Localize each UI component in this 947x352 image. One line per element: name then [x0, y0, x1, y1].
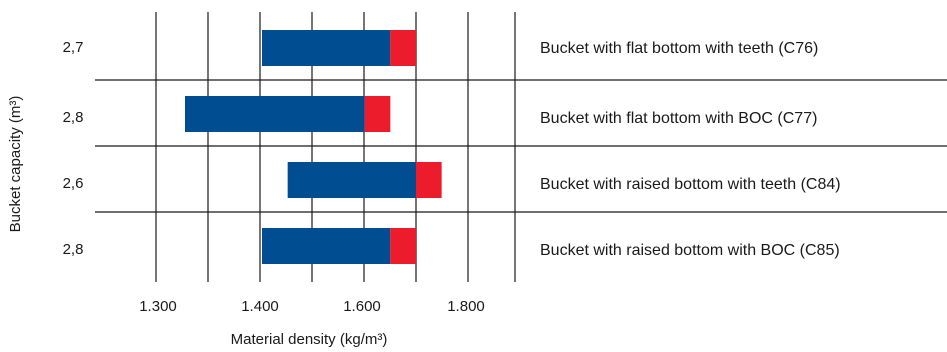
bar-segment-red — [390, 228, 416, 264]
capacity-label: 2,7 — [63, 39, 84, 56]
bar-segment-red — [390, 30, 416, 66]
bucket-description-label: Bucket with flat bottom with BOC (C77) — [540, 110, 817, 127]
bucket-description-label: Bucket with raised bottom with teeth (C8… — [540, 176, 841, 193]
labels: 2,7 Bucket with flat bottom with teeth (C… — [63, 39, 841, 315]
bar-segment-red — [364, 96, 391, 132]
bucket-description-label: Bucket with raised bottom with BOC (C85) — [540, 242, 840, 259]
capacity-label: 2,6 — [63, 175, 84, 192]
x-tick-label: 1.300 — [139, 298, 177, 315]
bucket-description-label: Bucket with flat bottom with teeth (C76) — [540, 40, 818, 57]
x-tick-label: 1.400 — [241, 298, 279, 315]
bar-segment-blue — [287, 162, 416, 198]
capacity-label: 2,8 — [63, 241, 84, 258]
bar-segment-blue — [262, 30, 391, 66]
x-axis-title: Material density (kg/m³) — [231, 331, 388, 348]
y-axis-title: Bucket capacity (m³) — [7, 96, 24, 233]
bar-segment-blue — [185, 96, 365, 132]
bar-segment-red — [416, 162, 442, 198]
bar-segment-blue — [262, 228, 391, 264]
capacity-label: 2,8 — [63, 109, 84, 126]
x-tick-label: 1.800 — [447, 298, 485, 315]
x-tick-label: 1.600 — [343, 298, 381, 315]
bars — [185, 30, 442, 264]
